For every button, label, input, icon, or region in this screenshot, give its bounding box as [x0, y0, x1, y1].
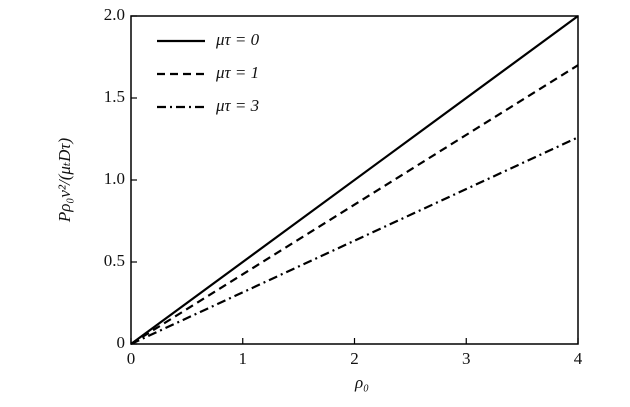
x-tick-label: 4 [574, 349, 583, 368]
x-tick-label: 2 [350, 349, 359, 368]
series-line [130, 136, 579, 345]
y-tick-label: 1.5 [104, 87, 125, 106]
x-tick-label: 3 [462, 349, 471, 368]
series-line [130, 64, 579, 345]
y-tick-label: 0 [117, 333, 126, 352]
x-tick-label: 1 [239, 349, 248, 368]
series-line [130, 15, 579, 345]
y-tick-label: 1.0 [104, 169, 125, 188]
y-tick-label: 2.0 [104, 5, 125, 24]
legend-label: μτ = 3 [215, 96, 259, 115]
legend-label: μτ = 0 [215, 30, 260, 49]
y-tick-label: 0.5 [104, 251, 125, 270]
y-axis-label: Pρ₀v²/(μₜDτ) [55, 138, 74, 224]
x-axis-label: ρ₀ [354, 373, 369, 392]
x-tick-label: 0 [127, 349, 136, 368]
legend-label: μτ = 1 [215, 63, 259, 82]
